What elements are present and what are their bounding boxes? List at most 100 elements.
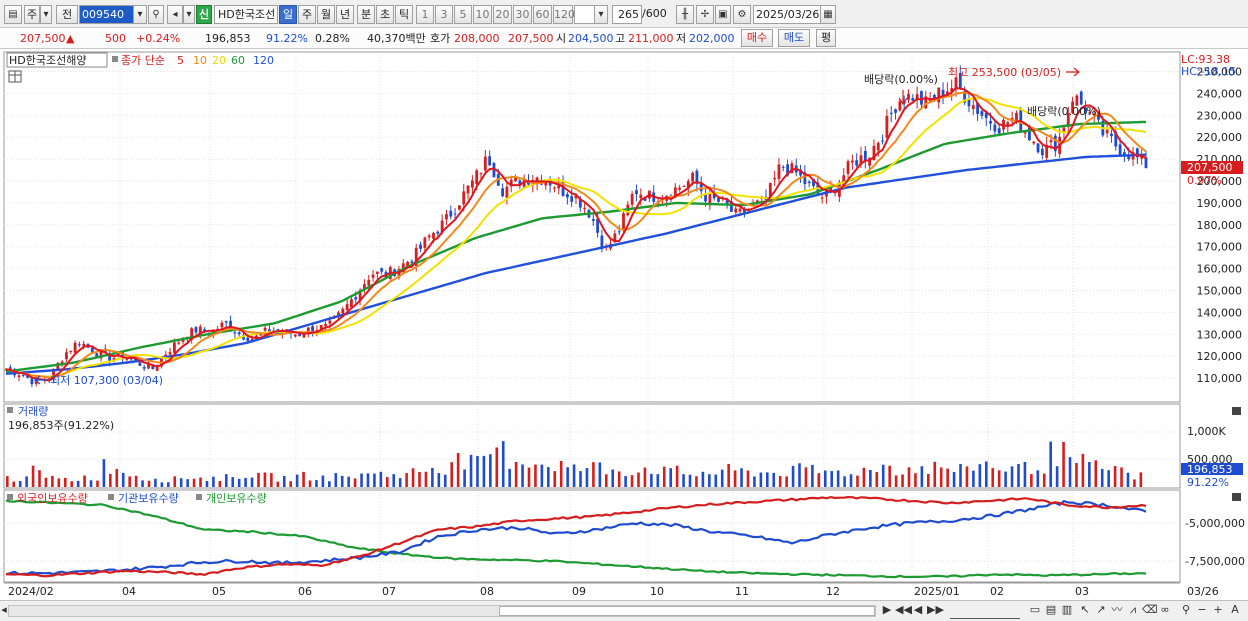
pattern-icon[interactable]: ⩘ [1129, 603, 1137, 616]
volume-ratio: 91.22% [266, 32, 308, 45]
price-change-pct: +0.24% [136, 32, 181, 45]
period-label: 주 [301, 8, 313, 21]
candle-body [190, 328, 194, 340]
period-week-tab[interactable]: 주 [298, 5, 316, 24]
wave-icon[interactable]: 〰 [1111, 603, 1123, 616]
play-icon[interactable]: ▶ [882, 603, 892, 616]
candle-body [682, 186, 686, 188]
volume-bar [437, 473, 441, 487]
x-axis-right-label: 03/26 [1187, 585, 1219, 598]
layout-icon[interactable]: ▭ [1029, 603, 1041, 616]
volume-bar [450, 462, 454, 487]
code-dropdown-icon[interactable]: ▾ [133, 5, 147, 24]
font-size-icon[interactable]: A [1231, 603, 1239, 616]
period-month-tab[interactable]: 월 [317, 5, 335, 24]
period-tick-tab[interactable]: 틱 [395, 5, 413, 24]
rewind-icon[interactable]: ◀◀ [895, 603, 912, 616]
holdings-panel-close-icon[interactable] [1232, 493, 1241, 501]
interval-5-button[interactable]: 5 [454, 5, 472, 24]
sound-dropdown-icon[interactable]: ▾ [183, 5, 195, 24]
sell-button[interactable]: 매도 [778, 29, 810, 47]
candle-body [509, 179, 513, 187]
candle-body [911, 98, 915, 101]
mode-select[interactable]: 주 [24, 5, 40, 24]
interval-120-button[interactable]: 120 [553, 5, 575, 24]
candle-body [544, 180, 548, 186]
candle-body [1045, 144, 1049, 158]
volume-bar [972, 470, 975, 487]
draw-line-icon[interactable]: ↖ [1080, 603, 1090, 616]
candle-body [466, 185, 470, 194]
volume-bar [720, 469, 724, 487]
candle-body [989, 120, 992, 124]
chart-scroll-thumb[interactable] [499, 606, 875, 616]
panel-icon[interactable]: ▥ [1061, 603, 1073, 616]
gear-icon[interactable]: ⚙ [733, 5, 751, 24]
interval-30-button[interactable]: 30 [513, 5, 532, 24]
interval-60-button[interactable]: 60 [533, 5, 552, 24]
interval-label: 20 [495, 8, 510, 21]
date-input[interactable]: 2025/03/26 [753, 5, 821, 24]
window-menu-icon[interactable]: ▤ [4, 5, 22, 24]
candle-body [436, 231, 440, 234]
volume-panel-close-icon[interactable] [1232, 407, 1241, 415]
interval-10-button[interactable]: 10 [473, 5, 492, 24]
fast-forward-icon[interactable]: ▶▶ [927, 603, 944, 616]
period-year-tab[interactable]: 년 [336, 5, 354, 24]
prev-button[interactable]: 전 [56, 5, 78, 24]
chart-scrollbar[interactable] [8, 605, 876, 617]
volume-bar [18, 480, 22, 487]
trend-icon[interactable]: ↗ [1096, 603, 1106, 616]
search-icon[interactable]: ⚲ [148, 5, 164, 24]
volume-bar [1068, 457, 1072, 487]
legend-name: HD한국조선해양 [9, 53, 86, 67]
candle-body [427, 235, 431, 238]
period-day-tab[interactable]: 일 [279, 5, 297, 24]
candle-type-icon[interactable]: ╫ [676, 5, 694, 24]
candle-body [341, 308, 345, 314]
period-second-tab[interactable]: 초 [376, 5, 394, 24]
interval-dropdown-icon[interactable]: ▾ [594, 5, 608, 24]
volume-bar [701, 471, 705, 487]
eraser-icon[interactable]: ⌫ [1142, 603, 1158, 616]
crosshair-icon[interactable]: ✢ [696, 5, 714, 24]
evaluate-button[interactable]: 평 [816, 29, 836, 47]
scroll-left-icon[interactable]: ◂ [1, 603, 7, 616]
calendar-icon[interactable]: ▦ [820, 5, 836, 24]
zoom-in-icon[interactable]: + [1213, 603, 1223, 616]
buy-button[interactable]: 매수 [741, 29, 773, 47]
sound-icon[interactable]: ◂ [167, 5, 183, 24]
save-icon[interactable]: ▣ [715, 5, 731, 24]
grid-icon[interactable]: ▤ [1045, 603, 1057, 616]
stock-name-field[interactable]: HD한국조선 [214, 5, 278, 24]
zoom-slider[interactable] [950, 603, 1020, 619]
zoom-out-icon[interactable]: − [1197, 603, 1207, 616]
step-back-icon[interactable]: ◀ [913, 603, 923, 616]
candle-body [863, 150, 867, 162]
stock-code-input[interactable]: 009540 [79, 5, 137, 24]
interval-20-button[interactable]: 20 [493, 5, 512, 24]
volume-bar [295, 474, 299, 487]
period-minute-tab[interactable]: 분 [357, 5, 375, 24]
x-axis-label: 05 [212, 585, 226, 598]
candle-body [596, 218, 599, 233]
price-tick-label: 180,000 [1197, 219, 1243, 232]
volume-bar [1120, 467, 1123, 487]
data-count-input[interactable]: 265 [612, 5, 642, 24]
interval-3-button[interactable]: 3 [435, 5, 453, 24]
volume-bar [31, 465, 35, 487]
stock-chart[interactable]: 110,000 120,000 130,000 140,000 150,000 160,0… [0, 50, 1248, 600]
volume-bar [688, 474, 692, 487]
interval-1-button[interactable]: 1 [416, 5, 434, 24]
candle-body [1032, 141, 1036, 144]
candle-body [639, 194, 643, 199]
volume-current-label: 196,853 [1187, 463, 1233, 476]
candle-body [306, 327, 310, 335]
link-icon[interactable]: ∞ [1160, 603, 1170, 616]
low-arrow-icon [34, 375, 48, 385]
mode-dropdown-icon[interactable]: ▾ [40, 5, 52, 24]
candle-body [522, 179, 526, 188]
volume-bar [1049, 441, 1052, 487]
volume-bar [308, 480, 312, 487]
zoom-in-small-icon[interactable]: ⚲ [1181, 603, 1191, 616]
